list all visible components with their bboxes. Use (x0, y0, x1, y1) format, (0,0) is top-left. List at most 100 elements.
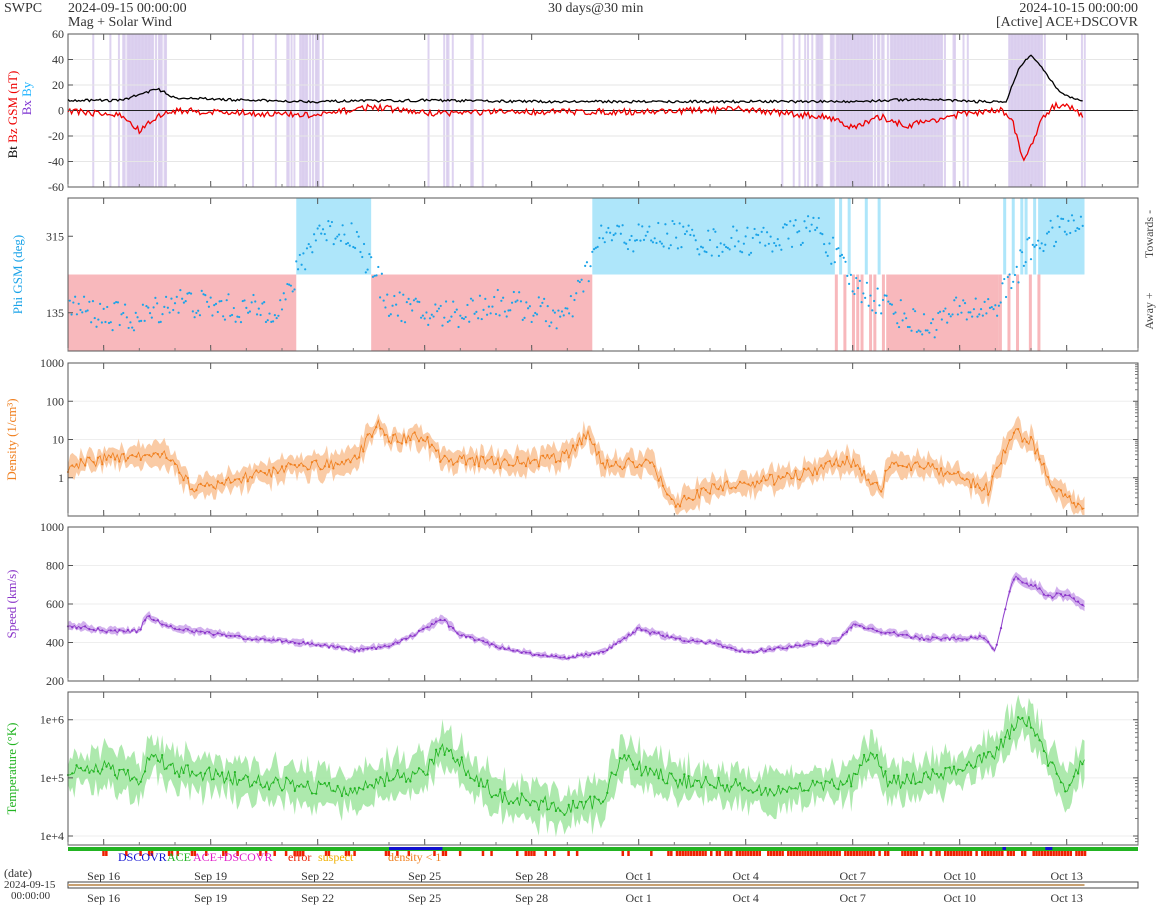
phi-point (471, 299, 474, 302)
density-panel-point (794, 469, 797, 472)
phi-point (512, 290, 515, 294)
speed-panel-point (71, 626, 74, 629)
phi-point (170, 297, 173, 300)
speed-panel-point (713, 642, 716, 645)
density-panel-point (387, 440, 391, 443)
density-panel-point (554, 461, 558, 464)
speed-panel-point (280, 640, 284, 643)
status-error-mark (807, 851, 810, 856)
temperature-panel-point (862, 753, 866, 757)
speed-panel-point (683, 639, 686, 643)
phi-point (924, 329, 927, 332)
phi-point (382, 299, 385, 302)
phi-point (286, 282, 289, 286)
speed-panel-point (1008, 590, 1011, 593)
phi-point (530, 320, 533, 324)
temperature-panel-point (798, 782, 801, 785)
phi-point (619, 232, 622, 235)
speed-panel-point (785, 647, 789, 650)
phi-point (992, 307, 995, 311)
speed-panel-point (584, 652, 587, 656)
temperature-panel-point (242, 777, 245, 780)
speed-panel-point (927, 638, 930, 641)
phi-point (243, 299, 246, 302)
density-panel-point (563, 451, 566, 455)
density-panel-point (559, 460, 562, 463)
phi-point (616, 224, 619, 227)
temperature-panel-point (464, 773, 468, 777)
speed-panel-point (79, 627, 82, 630)
density-panel-point (524, 465, 528, 468)
phi-point (325, 239, 328, 242)
status-error-mark (778, 851, 781, 856)
time-slider-range[interactable] (68, 884, 1085, 886)
phi-point (774, 244, 778, 247)
status-error-mark (527, 851, 530, 856)
phi-point (1024, 260, 1027, 264)
phi-point (634, 239, 637, 242)
phi-point (887, 300, 890, 303)
phi-point (1045, 232, 1049, 235)
phi-point (1051, 226, 1054, 229)
temperature-panel-point (443, 753, 446, 756)
speed-panel-point (914, 635, 917, 638)
density-panel-point (747, 483, 750, 486)
phi-point (630, 234, 633, 238)
temperature-panel-point (995, 746, 998, 749)
speed-panel-point (507, 647, 510, 650)
x-tick-label-bottom: Sep 19 (194, 891, 227, 905)
temperature-panel-point (434, 748, 438, 751)
temperature-panel-point (75, 764, 78, 767)
density-panel-point (550, 454, 553, 457)
phi-point (502, 296, 505, 299)
phi-point (826, 254, 829, 257)
density-panel-point (1034, 452, 1037, 455)
density-panel-point (409, 438, 412, 442)
status-error-mark (1078, 851, 1081, 856)
status-dscovr-mark (389, 847, 443, 850)
phi-point (815, 226, 819, 229)
status-error-mark (772, 851, 776, 856)
phi-point (239, 320, 243, 324)
density-panel-point (683, 494, 686, 497)
density-panel-point (430, 443, 433, 446)
phi-point (525, 301, 528, 304)
x-tick-label-bottom: Sep 16 (87, 891, 120, 905)
temperature-panel-point (494, 794, 498, 797)
temperature-panel-point (216, 772, 219, 776)
temperature-panel-point (173, 772, 177, 775)
temperature-panel-point (610, 771, 613, 774)
temperature-panel-point (135, 778, 138, 781)
temperature-panel-point (918, 780, 921, 783)
phi-point (1058, 225, 1061, 229)
phi-point (448, 319, 451, 322)
speed-panel-point (755, 650, 759, 654)
phi-point (541, 301, 544, 304)
phi-point (769, 235, 772, 238)
density-panel-point (306, 468, 309, 471)
phi-point (436, 310, 439, 313)
phi-point (662, 245, 665, 248)
status-error-mark (273, 851, 276, 856)
status-error-mark (852, 851, 856, 856)
phi-point (883, 294, 886, 297)
phi-point (129, 321, 132, 324)
status-error-mark (998, 851, 1001, 856)
temperature-panel-point (126, 768, 130, 772)
y-tick-label: -20 (48, 129, 64, 143)
x-tick-label-top: Sep 28 (515, 869, 548, 883)
speed-panel-point (965, 638, 968, 641)
density-panel-point (456, 460, 459, 463)
temperature-panel-point (148, 758, 151, 761)
phi-point (824, 251, 828, 254)
density-panel-point (773, 483, 776, 486)
phi-point (762, 226, 765, 229)
density-panel-point (340, 460, 344, 463)
phi-point (928, 331, 931, 334)
density-panel-range-band (68, 413, 1085, 515)
speed-panel-point (922, 638, 926, 641)
phi-point (166, 306, 169, 309)
phi-point (710, 254, 713, 257)
phi-point (111, 329, 114, 332)
